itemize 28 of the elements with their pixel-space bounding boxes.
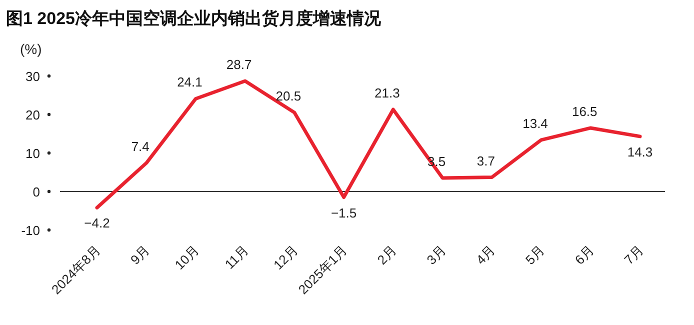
data-label: −1.5: [330, 205, 357, 220]
y-tick-label: 20: [26, 108, 40, 122]
x-tick-label: 3月: [424, 242, 449, 268]
x-tick-label: 6月: [572, 242, 597, 268]
chart-title: 图1 2025冷年中国空调企业内销出货月度增速情况: [6, 9, 382, 28]
data-label: −4.2: [84, 216, 110, 231]
x-tick-label: 4月: [473, 242, 498, 268]
x-tick-label: 12月: [270, 242, 301, 273]
y-tick-label: -10: [21, 223, 40, 238]
data-label: 28.7: [226, 57, 252, 72]
data-label: 13.4: [522, 116, 548, 131]
x-tick-label: 7月: [621, 242, 646, 268]
y-tick-label: 0: [32, 184, 40, 200]
x-tick-label: 10月: [172, 242, 202, 273]
data-label: 7.4: [131, 139, 150, 154]
data-label: 3.7: [476, 153, 495, 168]
data-label: 16.5: [572, 104, 598, 119]
data-label: 20.5: [276, 88, 302, 104]
y-tick-label: 10: [26, 146, 40, 161]
data-label: 24.1: [177, 74, 202, 90]
y-axis-title: (%): [20, 41, 42, 57]
data-label: 14.3: [627, 144, 653, 160]
x-tick-label: 11月: [222, 242, 252, 272]
y-tick-label: 30: [26, 69, 40, 84]
x-tick-label: 9月: [128, 242, 152, 268]
x-tick-label: 2月: [374, 242, 400, 268]
x-tick-label: 5月: [522, 242, 548, 268]
data-label: 21.3: [374, 85, 400, 100]
